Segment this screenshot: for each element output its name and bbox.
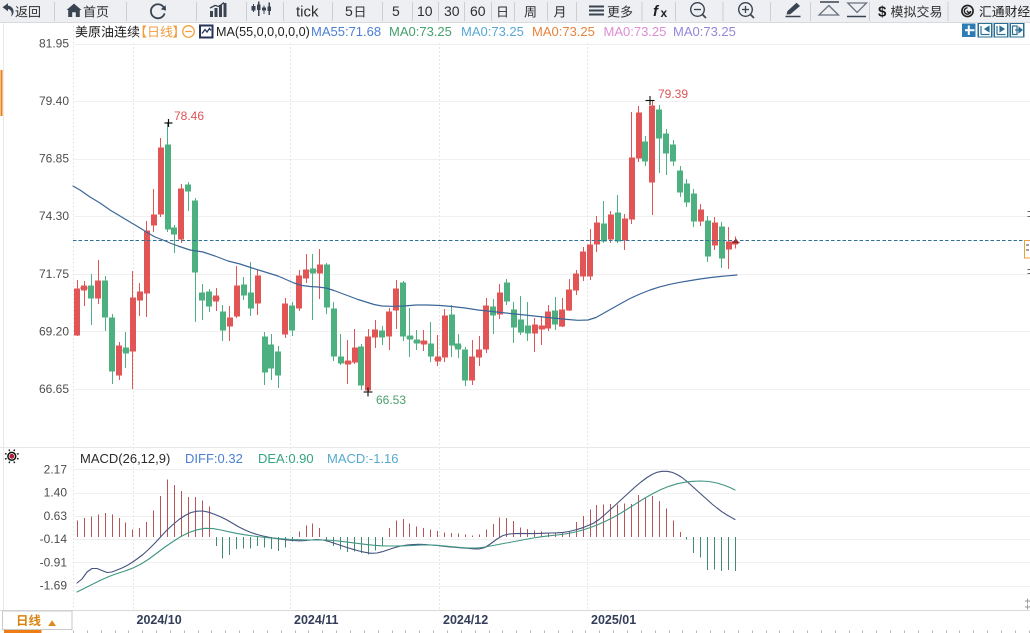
svg-text:5: 5 [392,3,400,19]
svg-text:2.17: 2.17 [44,462,68,476]
svg-text:2024/10: 2024/10 [137,613,182,627]
svg-text:MA(55,0,0,0,0,0): MA(55,0,0,0,0,0) [216,25,310,39]
svg-text:74.30: 74.30 [39,209,69,223]
svg-text:66.53: 66.53 [376,393,406,407]
svg-text:60: 60 [470,3,486,19]
svg-text:0.63: 0.63 [44,509,68,523]
svg-text:79.39: 79.39 [658,87,688,101]
svg-text:MA0:73.25: MA0:73.25 [604,24,667,39]
svg-text:DEA:0.90: DEA:0.90 [258,451,314,466]
svg-text:81.95: 81.95 [39,37,69,51]
svg-text:76.85: 76.85 [39,152,69,166]
svg-text:66.65: 66.65 [39,382,69,396]
svg-text:71.75: 71.75 [39,267,69,281]
svg-text:f: f [653,3,660,20]
svg-text:MA0:73.25: MA0:73.25 [673,24,736,39]
svg-text:-1.69: -1.69 [40,579,68,593]
svg-text:2025/01: 2025/01 [591,613,636,627]
svg-text:69.20: 69.20 [39,324,69,338]
svg-text:DIFF:0.32: DIFF:0.32 [185,451,243,466]
svg-text:5: 5 [345,3,353,19]
svg-text:2024/12: 2024/12 [443,613,488,627]
svg-text:x: x [661,6,668,20]
svg-text:MACD(26,12,9): MACD(26,12,9) [80,451,170,466]
svg-text:MA0:73.25: MA0:73.25 [461,24,524,39]
svg-text:-0.91: -0.91 [40,555,68,569]
svg-text:79.40: 79.40 [39,94,69,108]
svg-text:MA0:73.25: MA0:73.25 [389,24,452,39]
svg-text:1.40: 1.40 [44,486,68,500]
svg-text:tick: tick [296,4,319,21]
svg-text:10: 10 [417,3,433,19]
svg-text:MA55:71.68: MA55:71.68 [311,24,381,39]
svg-text:$: $ [878,4,887,21]
svg-text:-0.14: -0.14 [40,532,68,546]
svg-text:MA0:73.25: MA0:73.25 [532,24,595,39]
svg-text:2024/11: 2024/11 [294,613,339,627]
svg-text:78.46: 78.46 [174,109,204,123]
svg-text:30: 30 [444,3,460,19]
svg-text:MACD:-1.16: MACD:-1.16 [327,451,399,466]
